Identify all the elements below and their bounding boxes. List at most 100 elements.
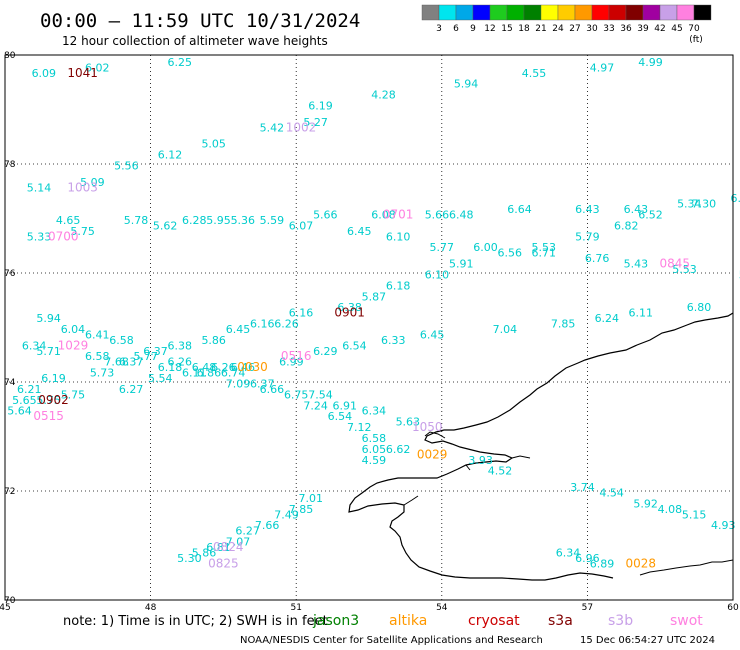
coastline [348, 312, 734, 581]
colorbar-swatch [676, 4, 695, 21]
pass-time-label: 0701 [383, 208, 414, 222]
wave-height-value: 7.12 [347, 421, 372, 434]
wave-height-value: 5.14 [27, 181, 52, 194]
wave-height-value: 5.87 [362, 290, 387, 303]
wave-height-value: 7.54 [308, 388, 333, 401]
wave-height-value: 6.75 [284, 388, 309, 401]
map-border [4, 54, 734, 601]
wave-height-value: 6.19 [41, 372, 66, 385]
pass-time-label: 0902 [38, 393, 69, 407]
wave-height-value: 6.21 [17, 383, 42, 396]
satellite-legend-altika: altika [389, 613, 427, 629]
wave-height-value: 6.34 [362, 405, 387, 418]
lat-tick-label: 80 [4, 51, 16, 61]
wave-height-value: 7.66 [255, 519, 280, 532]
colorbar-label: 24 [552, 24, 564, 34]
wave-height-value: 5.94 [36, 312, 61, 325]
lat-tick-label: 78 [4, 160, 16, 170]
wave-height-value: 5.75 [70, 225, 95, 238]
map-frame: 6.09 6.02 6.25 4.28 4.55 4.97 4.99 5.94 6.19 5.27… [0, 51, 740, 613]
wave-height-value: 6.45 [420, 328, 445, 341]
satellite-legend: jason3 altika cryosat s3a s3b swot [312, 613, 703, 629]
wave-height-value: 6.82 [614, 219, 639, 232]
wave-height-value: 6.34 [22, 339, 47, 352]
wave-height-value: 6.80 [687, 301, 712, 314]
wave-height-value: 6.91 [332, 399, 357, 412]
wave-height-value: 3.93 [468, 454, 493, 467]
wave-height-value: 6.29 [313, 345, 338, 358]
wave-height-value: 5.86 [201, 334, 226, 347]
wave-height-value: 6.16 [289, 307, 314, 320]
wave-height-value: 6.43 [575, 203, 600, 216]
wave-height-value: 6.54 [328, 410, 353, 423]
pass-time-label: 1029 [58, 338, 89, 352]
pass-time-label: 0515 [33, 409, 64, 423]
wave-height-value: 5.94 [454, 78, 479, 91]
novaya-zemlya-coastline [348, 312, 734, 581]
colorbar-swatch [591, 4, 610, 21]
wave-height-value: 6.26 [167, 356, 192, 369]
lon-tick-label: 51 [290, 603, 301, 613]
wave-height-value: 7.49 [274, 508, 299, 521]
satellite-legend-cryosat: cryosat [468, 613, 520, 629]
strait-fjord-detail [403, 431, 531, 506]
wave-height-value: 5.09 [80, 176, 105, 189]
wave-height-value: 4.54 [599, 486, 624, 499]
wave-height-value: 5.63 [396, 416, 421, 429]
pass-time-label: 0845 [659, 257, 690, 271]
wave-height-value: 7.68 [104, 356, 129, 369]
wave-height-value: 5.59 [260, 214, 285, 227]
satellite-legend-s3b: s3b [608, 613, 633, 629]
colorbar-swatch [625, 4, 644, 21]
pass-time-label: 0516 [281, 349, 312, 363]
wave-height-value: 6.24 [595, 312, 620, 325]
wave-height-value: 4.59 [362, 454, 387, 467]
colorbar-swatch [523, 4, 542, 21]
wave-height-value: 7.04 [493, 323, 518, 336]
pass-time-label: 0029 [417, 447, 448, 461]
wave-height-value: 7.24 [303, 399, 328, 412]
axis-tick-labels: 45 48 51 54 57 60 80 78 76 74 72 70 [0, 51, 739, 613]
wave-height-value: 6.99 [279, 356, 304, 369]
wave-height-value: 5.15 [682, 508, 707, 521]
wave-height-value: 6.58 [362, 432, 387, 445]
colorbar-swatch [574, 4, 593, 21]
wave-height-value: 5.54 [148, 372, 173, 385]
pass-time-label: 1003 [67, 180, 98, 194]
wave-height-value: 5.79 [575, 230, 600, 243]
wave-height-value: 6.07 [289, 219, 314, 232]
wave-height-value: 5.42 [260, 121, 285, 134]
wave-height-value: 4.99 [638, 56, 663, 69]
page-subtitle: 12 hour collection of altimeter wave hei… [62, 34, 328, 48]
wave-height-value: 6.71 [531, 247, 556, 260]
satellite-legend-jason3: jason3 [312, 613, 359, 629]
pass-time-label: 0028 [626, 556, 657, 570]
wave-height-value: 7.85 [551, 318, 576, 331]
wave-height-value: 7.01 [299, 492, 324, 505]
wave-height-value: 5.56 [114, 159, 139, 172]
wave-height-value: 6.37 [143, 345, 168, 358]
wave-height-value: 6.81 [206, 541, 231, 554]
wave-height-value: 6.27 [119, 383, 144, 396]
wave-height-value: 4.55 [522, 67, 547, 80]
lon-tick-label: 45 [0, 603, 11, 613]
lon-tick-label: 48 [145, 603, 157, 613]
colorbar-swatch [438, 4, 457, 21]
wave-height-value: 5.78 [124, 214, 149, 227]
wave-height-value: 4.28 [371, 89, 396, 102]
wave-height-value: 6.11 [629, 307, 654, 320]
colorbar-label: 15 [501, 24, 512, 34]
colorbar-swatch [455, 4, 474, 21]
wave-height-value: 6.16 [250, 318, 275, 331]
wave-height-value: 5.33 [27, 230, 52, 243]
colorbar-swatch [642, 4, 661, 21]
wave-height-value: 5.30 [177, 552, 202, 565]
colorbar-swatch [506, 4, 525, 21]
footer-timestamp: 15 Dec 06:54:27 UTC 2024 [580, 635, 715, 646]
wave-height-value: 6.74 [221, 367, 246, 380]
lat-tick-label: 76 [4, 269, 16, 279]
wave-height-value: 5.95 [206, 214, 231, 227]
colorbar-swatch [659, 4, 678, 21]
wave-height-value: 6.96 [575, 552, 600, 565]
